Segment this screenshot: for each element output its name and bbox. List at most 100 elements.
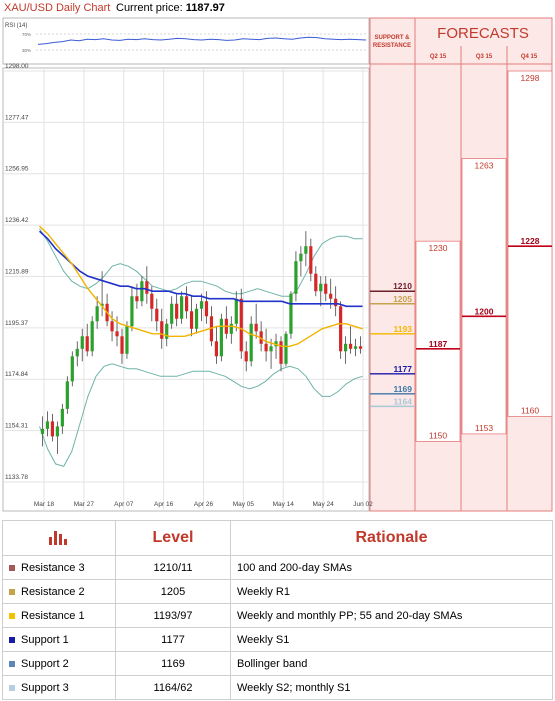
- candle-body: [314, 273, 318, 292]
- candle-body: [85, 336, 89, 352]
- chart-title: XAU/USD Daily Chart: [4, 2, 111, 14]
- sr-label-line2: RESISTANCE: [373, 43, 411, 49]
- bollinger-lower-line: [39, 363, 363, 467]
- level-value: 1193/97: [115, 603, 231, 628]
- candle-body: [189, 311, 194, 329]
- table-header-level: Level: [115, 520, 231, 556]
- table-header-icon-cell: [2, 520, 116, 556]
- bollinger-bands: [39, 228, 363, 467]
- sr-level-label: 1164: [394, 396, 413, 406]
- candle-body: [284, 333, 288, 364]
- forecast-high-label: 1263: [475, 161, 494, 171]
- candle-body: [170, 303, 174, 324]
- candle-body: [95, 306, 99, 322]
- forecast-mid-label: 1200: [475, 306, 494, 316]
- current-price-label: Current price:: [116, 2, 183, 14]
- x-tick-label: Mar 18: [34, 501, 55, 508]
- x-tick-label: May 05: [233, 501, 255, 508]
- level-rationale: Weekly S2; monthly S1: [230, 675, 553, 700]
- candle-body: [279, 341, 283, 364]
- y-tick-label: 1236.42: [5, 217, 29, 224]
- rsi-indicator: RSI (14) 70% 30%: [5, 23, 367, 53]
- candle-body: [175, 303, 179, 319]
- sma-short-line: [39, 225, 363, 347]
- candle-body: [180, 296, 184, 319]
- candle-body: [304, 246, 308, 254]
- x-tick-label: Jun 02: [353, 501, 373, 508]
- forecast-low-label: 1153: [475, 423, 494, 433]
- level-rationale: 100 and 200-day SMAs: [230, 555, 553, 580]
- forecast-col-q3: Q3 15: [476, 54, 493, 60]
- candle-body: [339, 306, 343, 352]
- candle-body: [319, 283, 323, 292]
- candle-body: [145, 281, 149, 294]
- sr-level-label: 1193: [394, 324, 413, 334]
- candle-body: [299, 253, 303, 262]
- candle-body: [70, 356, 74, 382]
- forecast-col-q4: Q4 15: [521, 54, 538, 60]
- sr-level-label: 1169: [394, 384, 413, 394]
- table-row: Support 1 1177 Weekly S1: [2, 627, 553, 652]
- candle-body: [65, 381, 69, 409]
- forecast-col-q2: Q2 15: [430, 54, 447, 60]
- forecast-mid-label: 1228: [521, 236, 540, 246]
- candle-body: [40, 428, 45, 434]
- candle-body: [199, 301, 204, 309]
- current-price: Current price: 1187.97: [116, 2, 225, 14]
- level-name: Resistance 1: [21, 609, 85, 622]
- level-color-swatch: [9, 612, 15, 619]
- forecasts-title: FORECASTS: [437, 25, 529, 42]
- candle-body: [244, 351, 248, 362]
- level-rationale: Weekly S1: [230, 627, 553, 652]
- candle-body: [115, 331, 119, 337]
- grid: [3, 68, 369, 511]
- table-header-rationale: Rationale: [230, 520, 553, 556]
- sr-level-label: 1177: [394, 364, 413, 374]
- candle-body: [294, 261, 298, 294]
- sma-long-line: [38, 230, 363, 308]
- candle-body: [184, 296, 189, 312]
- candle-body: [204, 301, 209, 317]
- candle-body: [344, 343, 348, 352]
- candle-body: [140, 281, 144, 302]
- candle-body: [334, 298, 338, 307]
- x-tick-label: Mar 27: [74, 501, 95, 508]
- sr-level-label: 1205: [393, 294, 412, 304]
- forecast-mid-label: 1187: [429, 339, 448, 349]
- candle-body: [120, 336, 124, 354]
- candle-body: [234, 298, 238, 324]
- candle-body: [259, 331, 263, 344]
- y-tick-label: 1298.00: [5, 63, 29, 70]
- level-value: 1205: [115, 579, 231, 604]
- forecast-low-label: 1160: [521, 405, 540, 415]
- candle-body: [45, 421, 50, 429]
- forecast-high-label: 1298: [521, 73, 540, 83]
- x-tick-label: May 24: [312, 501, 334, 508]
- x-tick-label: May 14: [273, 501, 295, 508]
- y-tick-label: 1256.95: [5, 166, 29, 173]
- rsi-panel-bg: [2, 17, 370, 65]
- candle-body: [80, 336, 84, 349]
- level-name: Support 3: [21, 681, 69, 694]
- y-tick-label: 1195.37: [5, 320, 28, 327]
- level-value: 1169: [115, 651, 231, 676]
- candle-body: [135, 296, 139, 302]
- level-color-swatch: [9, 660, 15, 667]
- candle-body: [75, 348, 79, 357]
- level-color-swatch: [9, 684, 15, 691]
- candle-body: [353, 346, 358, 349]
- level-name: Support 2: [21, 657, 69, 670]
- candle-body: [155, 308, 159, 322]
- current-price-value: 1187.97: [185, 2, 225, 14]
- level-value: 1210/11: [115, 555, 231, 580]
- y-tick-label: 1215.89: [5, 269, 29, 276]
- y-tick-label: 1277.47: [5, 114, 29, 121]
- bar-chart-icon: [49, 530, 67, 545]
- forecast-range-box: [461, 158, 507, 435]
- candle-body: [50, 421, 55, 437]
- price-chart: SUPPORT & RESISTANCE FORECASTS Q2 15 Q3 …: [2, 17, 553, 512]
- y-tick-label: 1154.31: [5, 423, 28, 430]
- y-tick-label: 1133.78: [5, 474, 28, 481]
- level-value: 1164/62: [115, 675, 231, 700]
- candle-body: [324, 283, 328, 294]
